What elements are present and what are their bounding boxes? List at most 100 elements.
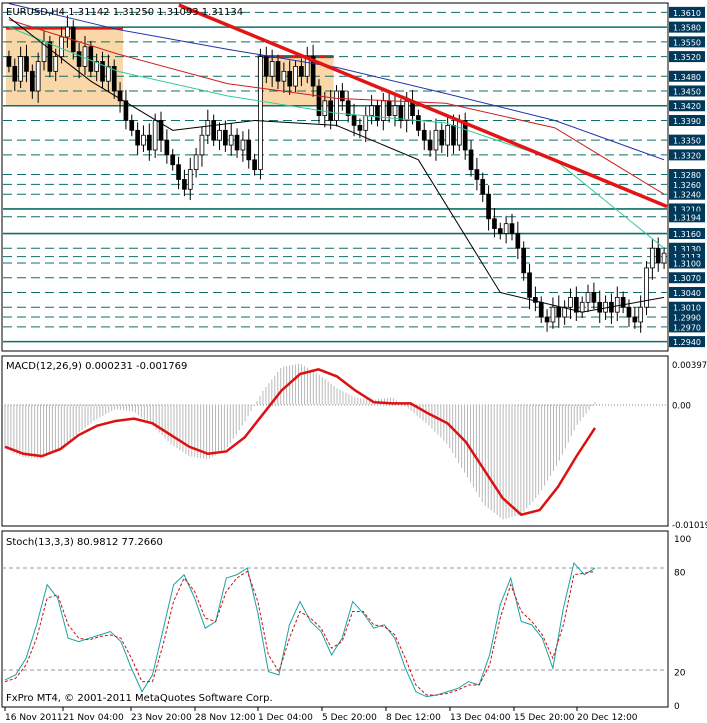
price-label-5: 1.3450 (673, 88, 701, 97)
candle-body-14 (88, 46, 94, 72)
time-tick-label-3: 28 Nov 12:00 (195, 713, 256, 723)
candle-body-75 (445, 125, 450, 146)
candle-body-30 (182, 179, 187, 190)
price-label-3: 1.3520 (673, 53, 701, 62)
candle-body-17 (106, 66, 111, 82)
candle-body-38 (228, 134, 234, 146)
candle-body-13 (82, 46, 88, 67)
candle-body-42 (252, 159, 257, 171)
candle-body-8 (53, 56, 59, 72)
candle-body-55 (328, 100, 333, 121)
stoch-tick-3: 0 (674, 702, 680, 712)
stoch-tick-1: 80 (674, 568, 686, 578)
macd-panel[interactable]: MACD(12,26,9) 0.000231 -0.001769 0.00397… (1, 355, 707, 531)
candle-body-91 (538, 301, 544, 318)
time-tick-label-2: 23 Nov 20:00 (131, 713, 192, 723)
stoch-tick-0: 100 (674, 535, 691, 545)
stochastic-panel[interactable]: Stoch(13,3,3) 80.9812 77.2660 100 80 20 0 F… (1, 530, 691, 712)
horizontal-levels (3, 11, 667, 343)
candle-body-96 (568, 296, 573, 308)
candle-body-68 (404, 100, 410, 121)
price-label-7: 1.3390 (673, 117, 701, 126)
main-panel[interactable]: EURUSD,H4 1.31142 1.31250 1.31093 1.3113… (1, 2, 705, 352)
macd-tick-1: 0.00 (672, 402, 691, 412)
price-axis: 1.3610 1.3580 1.3550 1.3520 1.3480 1.3450 1.34… (669, 6, 705, 348)
candle-body-110 (650, 247, 655, 269)
price-label-10: 1.3280 (673, 171, 701, 180)
candle-body-56 (334, 90, 339, 121)
candle-body-27 (164, 139, 170, 156)
candle-body-78 (462, 120, 468, 151)
candle-body-65 (386, 100, 392, 116)
candle-body-2 (18, 56, 23, 82)
candle-body-12 (76, 51, 82, 67)
price-label-24: 1.2940 (673, 338, 701, 347)
candle-body-36 (217, 129, 222, 141)
candle-body-107 (632, 316, 638, 323)
price-box-22 (669, 311, 705, 323)
macd-tick-0: 0.00397 (672, 361, 707, 371)
price-label-8: 1.3350 (673, 137, 701, 146)
candle-body-19 (117, 90, 123, 102)
main-panel-frame (1, 2, 669, 352)
candle-body-73 (433, 129, 439, 151)
price-box-19 (669, 272, 705, 284)
candle-body-24 (146, 134, 152, 151)
candle-body-87 (515, 233, 521, 249)
candle-body-79 (468, 149, 474, 171)
candle-body-74 (439, 129, 445, 146)
candle-body-94 (556, 306, 562, 318)
candle-body-10 (65, 26, 70, 38)
time-tick-label-5: 5 Dec 20:00 (322, 713, 377, 723)
candle-body-105 (620, 296, 626, 308)
price-box-4 (669, 70, 705, 82)
stoch-panel-frame (1, 530, 669, 708)
stoch-axis: 100 80 20 0 (674, 535, 691, 712)
candle-body-9 (59, 36, 64, 57)
candle-body-28 (170, 154, 176, 166)
trend-line[interactable] (178, 3, 668, 209)
price-box-21 (669, 301, 705, 313)
price-box-7 (669, 114, 705, 126)
price-box-11 (669, 178, 705, 190)
candle-body-77 (457, 120, 462, 146)
price-box-5 (669, 85, 705, 97)
candle-body-1 (12, 66, 18, 82)
candle-body-84 (497, 228, 503, 234)
candle-body-18 (111, 66, 117, 92)
candle-body-23 (141, 134, 146, 146)
candle-body-47 (281, 70, 287, 82)
time-tick-label-8: 15 Dec 20:00 (514, 713, 575, 723)
time-tick-label-6: 8 Dec 12:00 (386, 713, 441, 723)
candle-body-25 (152, 120, 158, 151)
candle-body-22 (135, 129, 140, 146)
candle-body-34 (205, 120, 211, 136)
candle-body-95 (562, 306, 567, 318)
time-axis: 16 Nov 2011 21 Nov 04:00 23 Nov 20:00 28 No… (4, 707, 638, 723)
time-tick-label-1: 21 Nov 04:00 (63, 713, 124, 723)
price-box-2 (669, 36, 705, 48)
candle-body-52 (310, 56, 316, 87)
candle-body-41 (246, 139, 252, 161)
candle-body-61 (363, 115, 369, 131)
candle-body-85 (503, 223, 509, 234)
candle-body-59 (351, 115, 357, 126)
resistance-trend-line (178, 3, 668, 209)
candle-body-104 (614, 296, 620, 313)
candle-body-5 (35, 61, 41, 92)
macd-signal-line (4, 368, 597, 517)
symbol-header: EURUSD,H4 1.31142 1.31250 1.31093 1.3113… (6, 7, 243, 18)
candle-body-76 (451, 125, 456, 146)
candle-body-86 (509, 223, 515, 234)
candle-body-72 (427, 139, 433, 151)
price-box-14 (669, 211, 705, 223)
candle-body-63 (375, 105, 380, 121)
candle-body-53 (316, 85, 322, 116)
price-box-17 (669, 251, 705, 263)
candle-body-16 (100, 61, 105, 82)
candle-body-46 (275, 61, 281, 82)
price-box-1 (669, 21, 705, 33)
candle-body-39 (234, 134, 240, 151)
price-label-4: 1.3480 (673, 73, 701, 82)
